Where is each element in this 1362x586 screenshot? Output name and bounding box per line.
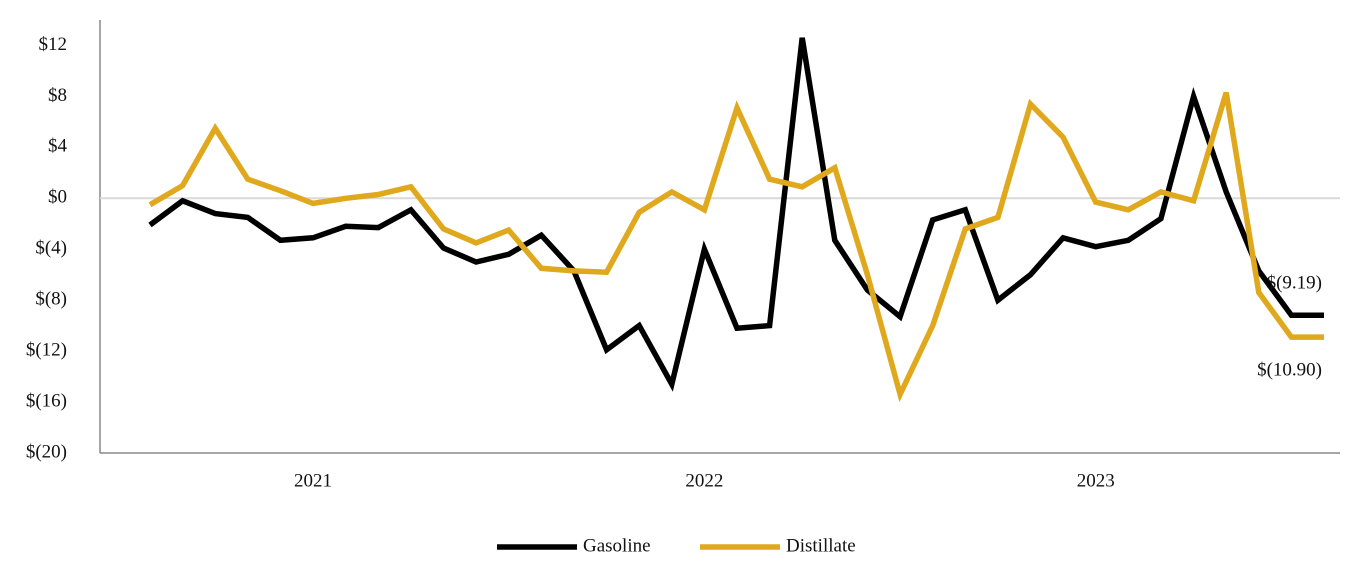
y-tick-label: $(16)	[26, 390, 67, 411]
y-tick-label: $(12)	[26, 339, 67, 360]
value-label: $(10.90)	[1257, 359, 1322, 380]
series-line	[148, 37, 1324, 392]
series-line	[148, 91, 1324, 403]
legend-label: Gasoline	[583, 535, 651, 556]
y-tick-label: $(20)	[26, 441, 67, 462]
y-tick-label: $0	[48, 187, 67, 208]
y-tick-label: $8	[48, 85, 67, 106]
x-tick-label: 2021	[294, 470, 332, 491]
x-tick-label: 2022	[685, 470, 723, 491]
y-tick-label: $4	[48, 136, 68, 157]
y-tick-label: $12	[39, 34, 68, 55]
y-tick-label: $(4)	[35, 238, 67, 259]
x-tick-label: 2023	[1077, 470, 1115, 491]
value-label: $(9.19)	[1267, 273, 1322, 294]
legend-label: Distillate	[786, 535, 856, 556]
y-tick-label: $(8)	[35, 289, 67, 310]
